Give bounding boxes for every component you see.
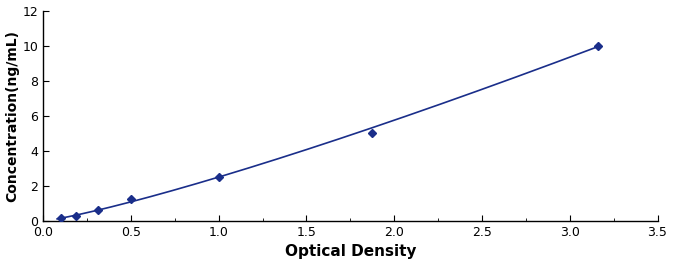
Y-axis label: Concentration(ng/mL): Concentration(ng/mL) bbox=[5, 30, 20, 202]
X-axis label: Optical Density: Optical Density bbox=[285, 244, 416, 259]
